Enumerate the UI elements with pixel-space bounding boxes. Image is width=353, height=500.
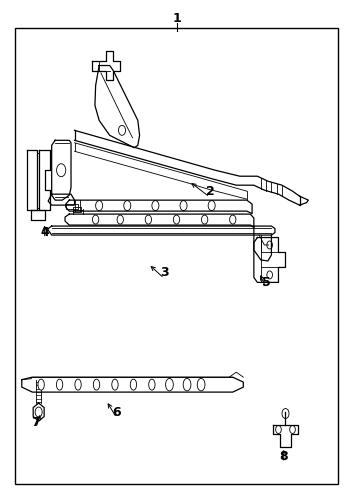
Polygon shape xyxy=(22,377,243,392)
Ellipse shape xyxy=(166,378,173,391)
Polygon shape xyxy=(48,226,275,235)
Polygon shape xyxy=(27,150,37,210)
Ellipse shape xyxy=(56,379,63,390)
Polygon shape xyxy=(31,210,44,220)
Text: 6: 6 xyxy=(112,406,121,418)
Ellipse shape xyxy=(93,379,100,390)
Ellipse shape xyxy=(75,379,81,390)
Text: 4: 4 xyxy=(40,226,49,239)
Polygon shape xyxy=(48,194,74,205)
Text: 7: 7 xyxy=(31,416,40,428)
Polygon shape xyxy=(254,226,271,261)
Ellipse shape xyxy=(197,378,205,391)
Ellipse shape xyxy=(183,378,191,391)
Polygon shape xyxy=(66,204,78,208)
Ellipse shape xyxy=(149,379,155,390)
Ellipse shape xyxy=(112,379,118,390)
Bar xyxy=(73,207,80,212)
Polygon shape xyxy=(74,130,300,205)
Polygon shape xyxy=(74,143,247,199)
Text: 2: 2 xyxy=(205,184,214,198)
Text: 1: 1 xyxy=(172,12,181,24)
Text: 8: 8 xyxy=(280,450,288,464)
Polygon shape xyxy=(273,424,298,447)
Text: 5: 5 xyxy=(262,276,270,289)
Polygon shape xyxy=(95,66,139,148)
Polygon shape xyxy=(39,150,50,210)
Ellipse shape xyxy=(130,379,137,390)
Ellipse shape xyxy=(38,379,44,390)
Polygon shape xyxy=(254,238,286,282)
Polygon shape xyxy=(92,50,120,80)
Text: 3: 3 xyxy=(160,266,168,279)
Polygon shape xyxy=(52,140,71,200)
Polygon shape xyxy=(65,214,254,228)
Polygon shape xyxy=(33,403,44,421)
Polygon shape xyxy=(66,200,252,213)
